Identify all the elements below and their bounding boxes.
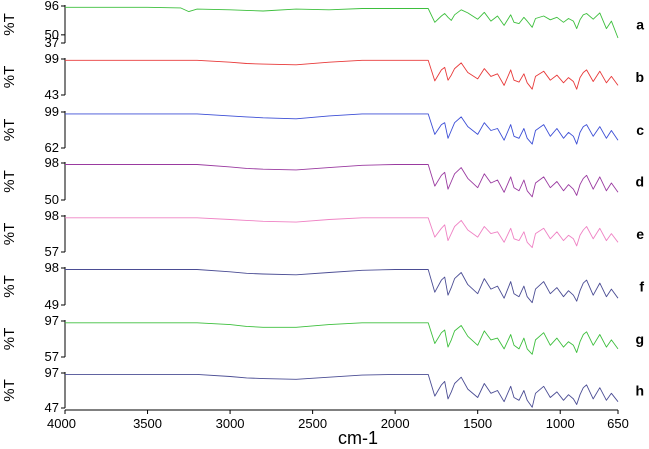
- panel-c: 99 62 %T c: [1, 104, 644, 155]
- spectrum-line-c: [65, 113, 619, 145]
- spectrum-line-h: [65, 373, 619, 408]
- spectrum-line-d: [65, 164, 619, 198]
- panel-h: 97 47 %T h: [1, 365, 644, 415]
- spectrum-line-e: [65, 217, 619, 249]
- y-tick-label: 50: [45, 192, 59, 207]
- x-tick-label: 4000: [47, 416, 76, 431]
- y-tick-label: 43: [45, 87, 59, 102]
- x-tick-label: 650: [607, 416, 629, 431]
- y-tick-label: 98: [45, 260, 59, 275]
- panel-letter-e: e: [636, 226, 644, 242]
- y-tick-label: 98: [45, 208, 59, 223]
- y-tick-label: 37: [45, 35, 59, 50]
- y-tick-label: 99: [45, 104, 59, 119]
- x-tick-label: 1000: [546, 416, 575, 431]
- y-axis-label: %T: [1, 119, 18, 142]
- panel-letter-a: a: [636, 17, 644, 33]
- y-axis-label: %T: [1, 275, 18, 298]
- y-tick-label: 98: [45, 155, 59, 170]
- x-tick-label: 3500: [133, 416, 162, 431]
- spectrum-line-b: [65, 59, 619, 90]
- spectrum-line-f: [65, 269, 619, 304]
- y-axis-label: %T: [1, 379, 18, 402]
- panel-e: 98 57 %T e: [1, 208, 644, 259]
- y-tick-label: 62: [45, 140, 59, 155]
- y-tick-label: 50: [45, 27, 59, 42]
- x-tick-label: 1500: [463, 416, 492, 431]
- y-tick-label: 96: [45, 0, 59, 13]
- panel-letter-b: b: [635, 69, 644, 85]
- spectrum-line-g: [65, 322, 619, 355]
- y-axis-label: %T: [1, 13, 18, 36]
- y-tick-label: 97: [45, 313, 59, 328]
- spectrum-line-a: [65, 6, 619, 39]
- x-axis: 4000 3500 3000 2500 2000 1500 1000 650: [47, 409, 629, 431]
- panel-letter-h: h: [635, 383, 644, 399]
- panel-letter-c: c: [636, 122, 644, 138]
- y-tick-label: 49: [45, 297, 59, 312]
- panel-b: 99 43 %T b: [1, 51, 644, 102]
- panel-d: 98 50 %T d: [1, 155, 644, 207]
- y-axis-label: %T: [1, 66, 18, 89]
- y-axis-label: %T: [1, 328, 18, 351]
- x-tick-label: 2000: [381, 416, 410, 431]
- y-axis-label: %T: [1, 170, 18, 193]
- panel-letter-g: g: [635, 331, 644, 347]
- panel-f: 98 49 %T f: [1, 260, 644, 312]
- x-tick-label: 2500: [298, 416, 327, 431]
- x-tick-label: 3000: [216, 416, 245, 431]
- y-tick-label: 99: [45, 51, 59, 66]
- y-tick-label: 47: [45, 400, 59, 415]
- y-tick-label: 97: [45, 365, 59, 380]
- panel-letter-f: f: [639, 279, 644, 295]
- y-axis-label: %T: [1, 223, 18, 246]
- y-tick-label: 57: [45, 244, 59, 259]
- x-axis-label: cm-1: [338, 428, 378, 448]
- panel-letter-d: d: [635, 174, 644, 190]
- y-tick-label: 57: [45, 349, 59, 364]
- panel-g: 97 57 %T g: [1, 313, 644, 364]
